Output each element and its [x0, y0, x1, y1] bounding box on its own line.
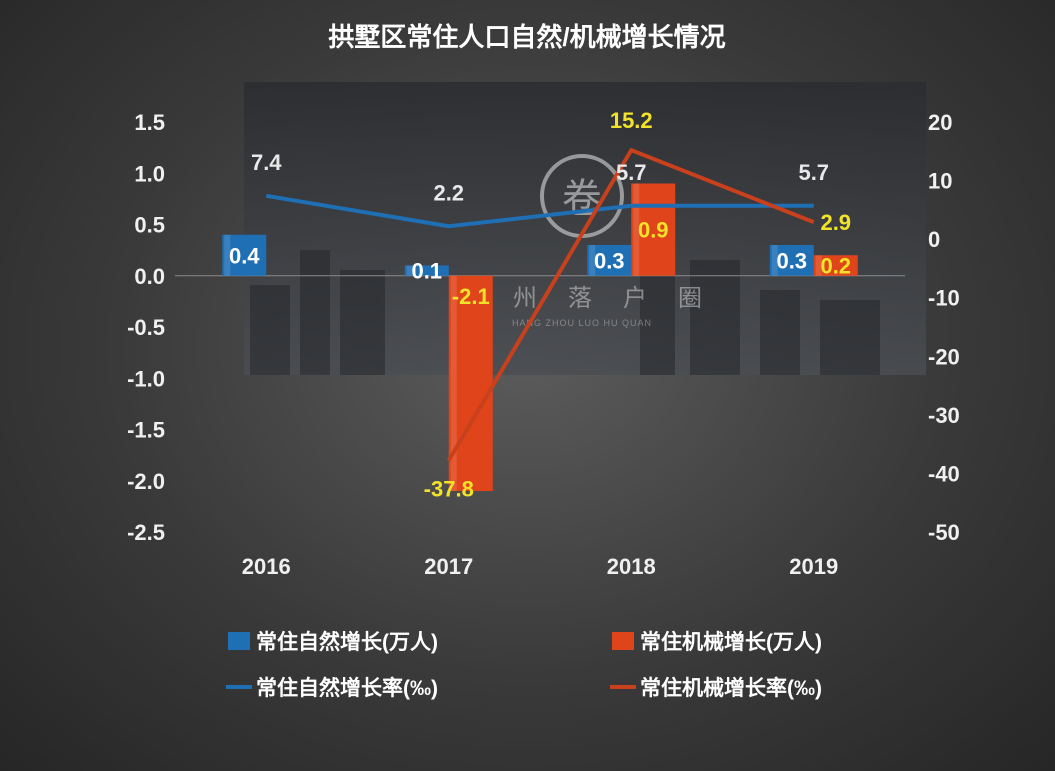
- bar: [631, 183, 676, 276]
- line-data-label: 2.2: [433, 180, 464, 205]
- right-axis-tick-label: -10: [928, 286, 960, 311]
- legend-swatch: [612, 632, 634, 650]
- bar-highlight: [815, 255, 822, 276]
- bar-highlight: [633, 183, 640, 276]
- bar-highlight: [450, 275, 457, 491]
- legend-label: 常住自然增长(万人): [256, 630, 438, 654]
- right-axis-tick-label: -40: [928, 461, 960, 486]
- left-axis-tick-label: -2.5: [127, 520, 165, 545]
- watermark-char: 州: [513, 285, 537, 312]
- bar-data-label: 0.2: [820, 254, 851, 279]
- line-data-label: 7.4: [251, 150, 282, 175]
- line-data-label: -37.8: [424, 477, 474, 502]
- right-axis-tick-label: 20: [928, 110, 952, 135]
- line-data-label: 5.7: [798, 160, 829, 185]
- legend-swatch: [228, 632, 250, 650]
- bar-data-label: 0.9: [638, 218, 669, 243]
- legend-label: 常住机械增长率(‰): [640, 676, 822, 700]
- right-axis-tick-label: -50: [928, 520, 960, 545]
- line-data-label: 5.7: [616, 160, 647, 185]
- bar-highlight: [406, 265, 413, 276]
- watermark-char: 圈: [678, 285, 702, 312]
- right-axis-tick-label: 10: [928, 169, 952, 194]
- line-data-label: 2.9: [820, 210, 851, 235]
- x-axis-tick-label: 2017: [424, 554, 473, 579]
- legend: 常住自然增长(万人) 常住机械增长(万人) 常住自然增长率(‰) 常住机械增长率(‰): [226, 630, 822, 700]
- bar-data-label: -2.1: [452, 284, 490, 309]
- series-line: [265, 193, 814, 229]
- bar-highlight: [771, 245, 778, 276]
- watermark: 卷 杭州落户圈 HANG ZHOU LUO HU QUAN: [244, 82, 926, 375]
- bar-data-label: 0.4: [229, 243, 260, 268]
- bar-highlight: [589, 245, 596, 276]
- left-axis-tick-label: 1.0: [134, 161, 165, 186]
- legend-label: 常住机械增长(万人): [640, 630, 822, 654]
- left-axis: 1.5 1.0 0.5 0.0 -0.5 -1.0 -1.5 -2.0 -2.5: [127, 110, 165, 545]
- left-axis-tick-label: -0.5: [127, 315, 165, 340]
- data-labels: 0.4 0.1 0.3 0.3 -2.1 0.9 0.2 7.4 2.2 5.7 5.7 -37.8 1…: [229, 108, 851, 501]
- right-axis-tick-label: -30: [928, 403, 960, 428]
- left-axis-tick-label: -1.5: [127, 418, 165, 443]
- left-axis-tick-label: 0.0: [134, 264, 165, 289]
- bar-data-label: 0.3: [776, 248, 807, 273]
- bar: [769, 245, 814, 276]
- series-line: [447, 148, 815, 462]
- bar: [404, 265, 449, 276]
- x-axis-tick-label: 2018: [607, 554, 656, 579]
- right-axis-tick-label: 0: [928, 227, 940, 252]
- left-axis-tick-label: -1.0: [127, 366, 165, 391]
- left-axis-tick-label: 0.5: [134, 213, 165, 238]
- svg-text:HANG ZHOU LUO HU QUAN: HANG ZHOU LUO HU QUAN: [512, 318, 652, 328]
- bar-highlight: [224, 234, 231, 276]
- chart-title: 拱墅区常住人口自然/机械增长情况: [328, 22, 725, 52]
- line-data-label: 15.2: [610, 108, 653, 133]
- lines: [265, 148, 815, 462]
- bar-data-label: 0.1: [411, 259, 442, 284]
- bar: [448, 275, 493, 491]
- bars: [222, 183, 858, 491]
- bar: [222, 234, 267, 276]
- watermark-char: 户: [623, 285, 647, 312]
- left-axis-tick-label: -2.0: [127, 469, 165, 494]
- bar: [587, 245, 632, 276]
- x-axis-tick-label: 2019: [789, 554, 838, 579]
- bar-data-label: 0.3: [594, 248, 625, 273]
- x-axis: 2016 2017 2018 2019: [242, 554, 838, 579]
- x-axis-tick-label: 2016: [242, 554, 291, 579]
- legend-label: 常住自然增长率(‰): [256, 676, 438, 700]
- right-axis-tick-label: -20: [928, 344, 960, 369]
- right-axis: 20 10 0 -10 -20 -30 -40 -50: [928, 110, 960, 545]
- bar: [813, 255, 858, 276]
- watermark-char: 落: [568, 285, 592, 312]
- left-axis-tick-label: 1.5: [134, 110, 165, 135]
